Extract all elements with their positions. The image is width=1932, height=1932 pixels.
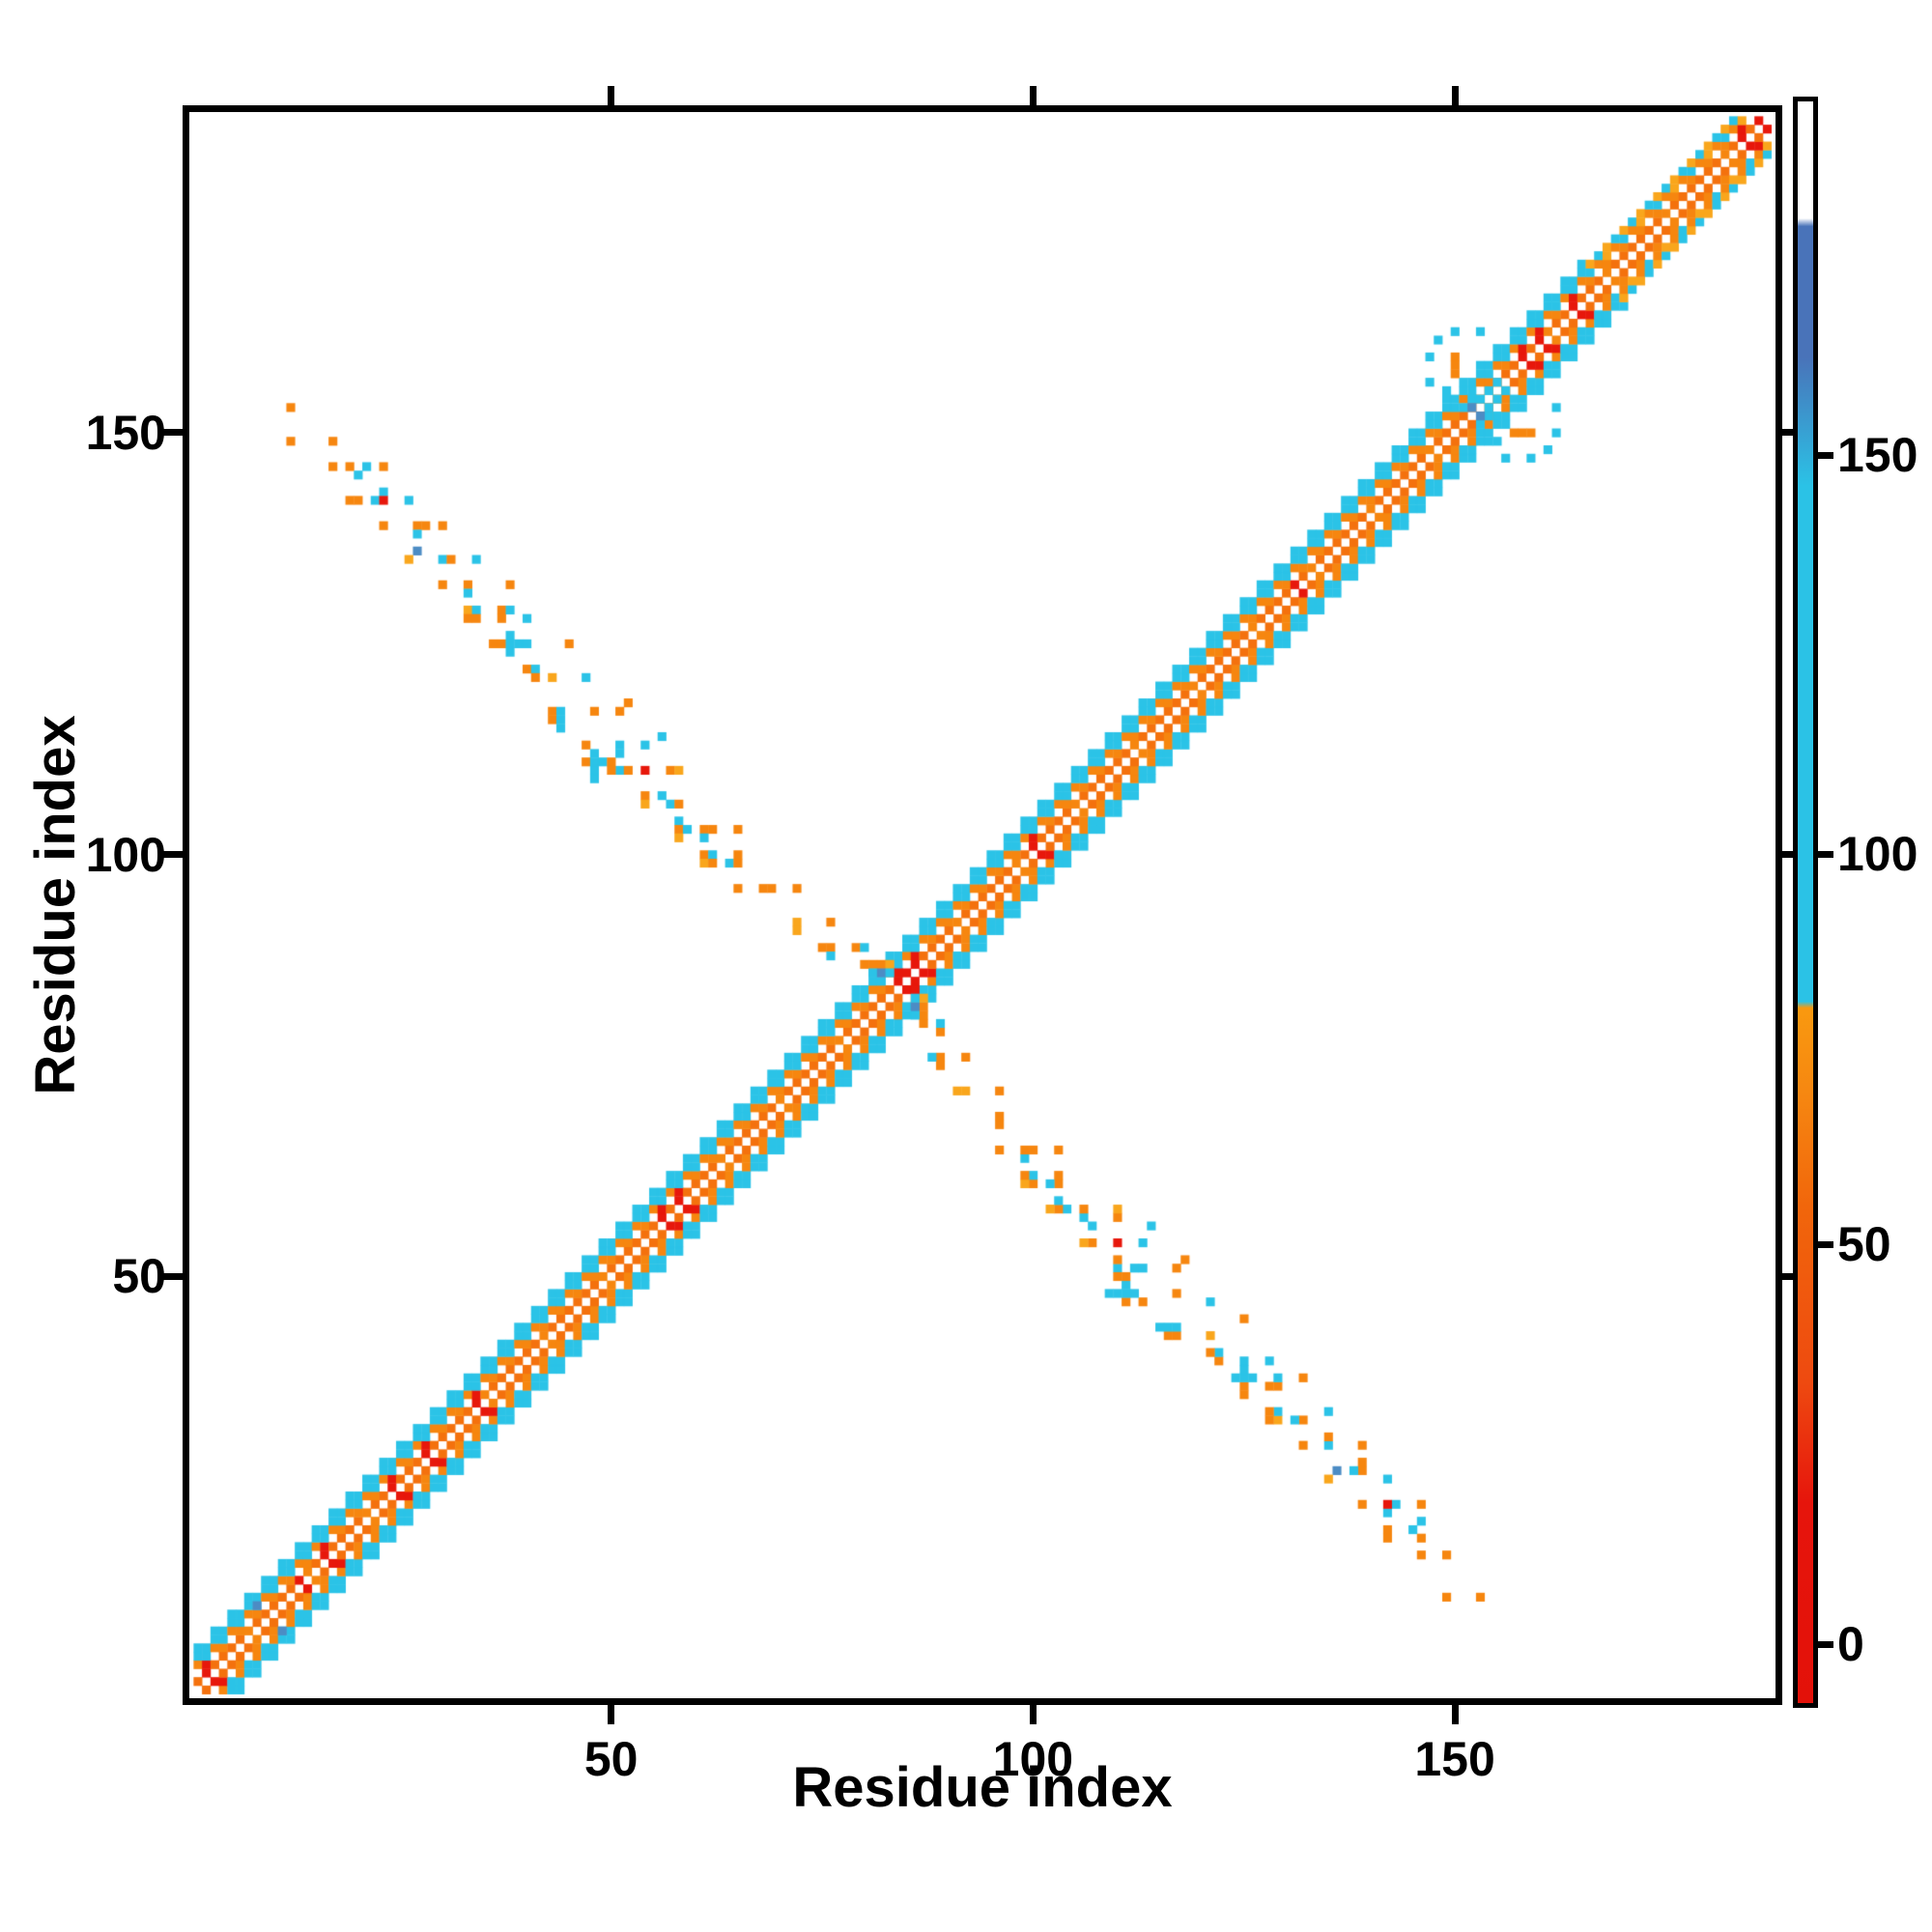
tick-label: 100: [992, 1732, 1074, 1786]
plot-frame: [183, 105, 1782, 1705]
tick-mark: [163, 429, 183, 437]
tick-mark: [608, 86, 615, 105]
colorbar-tick-mark: [1818, 1240, 1833, 1248]
tick-mark: [1451, 86, 1459, 105]
tick-mark: [1451, 1705, 1459, 1724]
tick-mark: [608, 1705, 615, 1724]
tick-mark: [1029, 86, 1037, 105]
tick-label: 150: [85, 405, 166, 460]
tick-mark: [163, 851, 183, 859]
tick-mark: [1782, 1272, 1802, 1280]
colorbar-tick-mark: [1818, 1640, 1833, 1648]
tick-label: 50: [583, 1732, 639, 1786]
colorbar-tick-label: 100: [1837, 827, 1918, 881]
colorbar-tick-label: 50: [1837, 1217, 1891, 1271]
tick-mark: [1029, 1705, 1037, 1724]
tick-mark: [1782, 429, 1802, 437]
tick-label: 150: [1414, 1732, 1495, 1786]
colorbar-tick-label: 150: [1837, 428, 1918, 482]
tick-label: 50: [112, 1249, 166, 1304]
tick-mark: [163, 1272, 183, 1280]
colorbar-tick-label: 0: [1837, 1617, 1864, 1671]
tick-mark: [1782, 851, 1802, 859]
x-axis-title: Residue index: [792, 1756, 1173, 1819]
colorbar-tick-mark: [1818, 451, 1833, 459]
colorbar: [1793, 97, 1818, 1708]
tick-label: 100: [85, 827, 166, 882]
colorbar-tick-mark: [1818, 850, 1833, 858]
y-axis-title: Residue index: [24, 715, 87, 1095]
